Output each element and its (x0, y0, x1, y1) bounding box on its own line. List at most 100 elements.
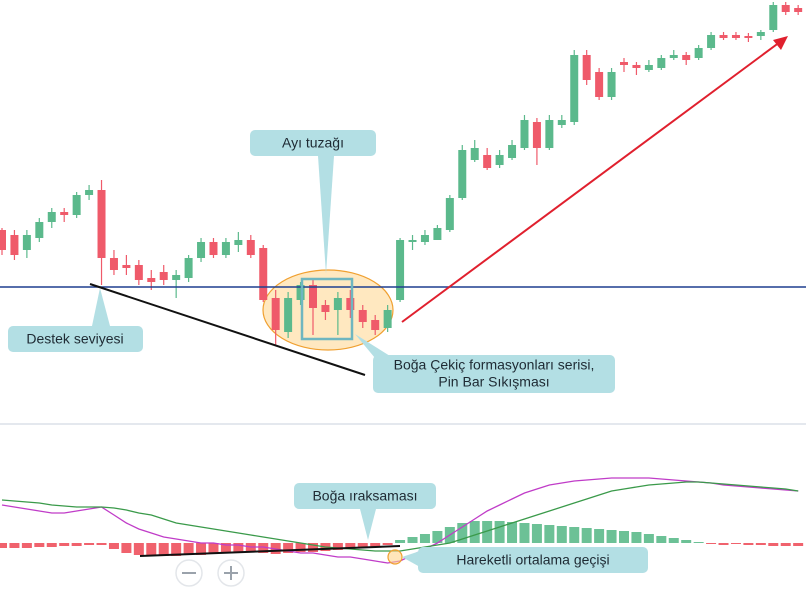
candle-body (632, 65, 641, 68)
annotation: Pin Bar Sıkışması (438, 374, 549, 390)
histogram-bar (183, 543, 194, 555)
histogram-bar (84, 543, 95, 545)
callout (418, 547, 648, 573)
candle-body (172, 275, 181, 280)
histogram-bar (755, 543, 766, 545)
histogram-bar (730, 543, 741, 544)
candle-body (271, 298, 280, 330)
candle-body (607, 72, 616, 97)
histogram-bar (780, 543, 791, 546)
histogram-bar (793, 543, 804, 546)
histogram-bar (21, 543, 32, 548)
histogram-bar (357, 543, 368, 548)
candle-body (570, 55, 579, 122)
histogram-bar (34, 543, 45, 547)
histogram-bar (743, 543, 754, 545)
callout-pointer (318, 156, 334, 274)
histogram-bar (407, 537, 418, 543)
candle-body (47, 212, 56, 222)
highlight-square (300, 277, 354, 341)
histogram-bar (395, 540, 406, 543)
histogram-bar (432, 531, 443, 543)
candle-body (731, 35, 740, 38)
candle-body (557, 120, 566, 125)
candle-body (10, 235, 19, 255)
candle-body (296, 285, 305, 300)
crossover-marker (387, 549, 403, 565)
annotation: Boğa Çekiç formasyonları serisi, (394, 357, 595, 373)
candle-body (520, 120, 529, 148)
histogram-bar (108, 543, 119, 549)
candle-body (483, 155, 492, 168)
annotation: Destek seviyesi (26, 331, 123, 347)
histogram-bar (494, 521, 505, 543)
histogram-bar (668, 538, 679, 543)
callout-pointer (92, 288, 110, 326)
histogram-bar (619, 531, 629, 543)
candle-body (707, 35, 716, 48)
candle-body (669, 55, 678, 58)
histogram-bar (643, 534, 654, 543)
histogram-bar (768, 543, 779, 546)
callout-pointer (402, 551, 420, 567)
candle-body (85, 190, 94, 195)
histogram-bar (519, 523, 530, 543)
callout-pointer (355, 334, 390, 358)
candle-body (22, 235, 31, 250)
candle-body (259, 248, 268, 300)
histogram-bar (482, 521, 493, 543)
annotations: Ayı tuzağı Destek seviyesi Boğa Çekiç fo… (8, 36, 788, 587)
histogram-bar (382, 543, 393, 545)
candle-body (445, 198, 454, 230)
candle-body (682, 55, 691, 60)
histogram-bar (46, 543, 57, 547)
histogram-bar (693, 542, 704, 543)
histogram-bar (96, 543, 107, 545)
candle-body (97, 190, 106, 258)
candle-body (756, 32, 765, 36)
histogram-bar (706, 543, 717, 544)
histogram-bar (556, 526, 567, 543)
candle-body (0, 230, 6, 250)
histogram-bar (158, 543, 169, 556)
candle-body (134, 265, 143, 280)
histogram-bar (59, 543, 70, 546)
candle-body (197, 242, 206, 258)
candle-body (383, 310, 392, 328)
candle-body (147, 278, 156, 282)
candle-body (396, 240, 405, 300)
candle-body (532, 122, 541, 148)
histogram-bar (469, 521, 480, 543)
zoom-out-button[interactable] (175, 559, 203, 587)
histogram-bar (457, 523, 468, 543)
histogram-bar (569, 527, 580, 543)
candle-body (284, 298, 293, 332)
zoom-in-button[interactable] (217, 559, 245, 587)
candle-body (358, 310, 367, 322)
histogram-bar (594, 529, 605, 543)
histogram-bar (544, 525, 555, 543)
candle-body (321, 305, 330, 312)
candle-body (595, 72, 604, 97)
candle-body (246, 240, 255, 255)
candle-body (495, 155, 504, 165)
candle-body (35, 222, 44, 238)
candle-body (794, 8, 803, 12)
candle-body (159, 272, 168, 280)
histogram-bar (295, 543, 306, 552)
trend-arrow (401, 38, 785, 323)
histogram-bar (0, 543, 7, 548)
histogram-bar (146, 543, 157, 556)
callout (373, 355, 615, 393)
histogram-bar (208, 543, 219, 554)
candle-body (644, 65, 653, 70)
histogram-bar (71, 543, 82, 546)
histogram-bar (656, 536, 667, 543)
annotation: Hareketli ortalama geçişi (456, 552, 609, 568)
histogram-bar (345, 543, 356, 549)
histogram-bar (233, 543, 244, 552)
candle-body (309, 285, 317, 308)
histogram-bar (581, 528, 592, 543)
histogram-bar (631, 532, 642, 543)
callout-pointer (360, 509, 376, 540)
